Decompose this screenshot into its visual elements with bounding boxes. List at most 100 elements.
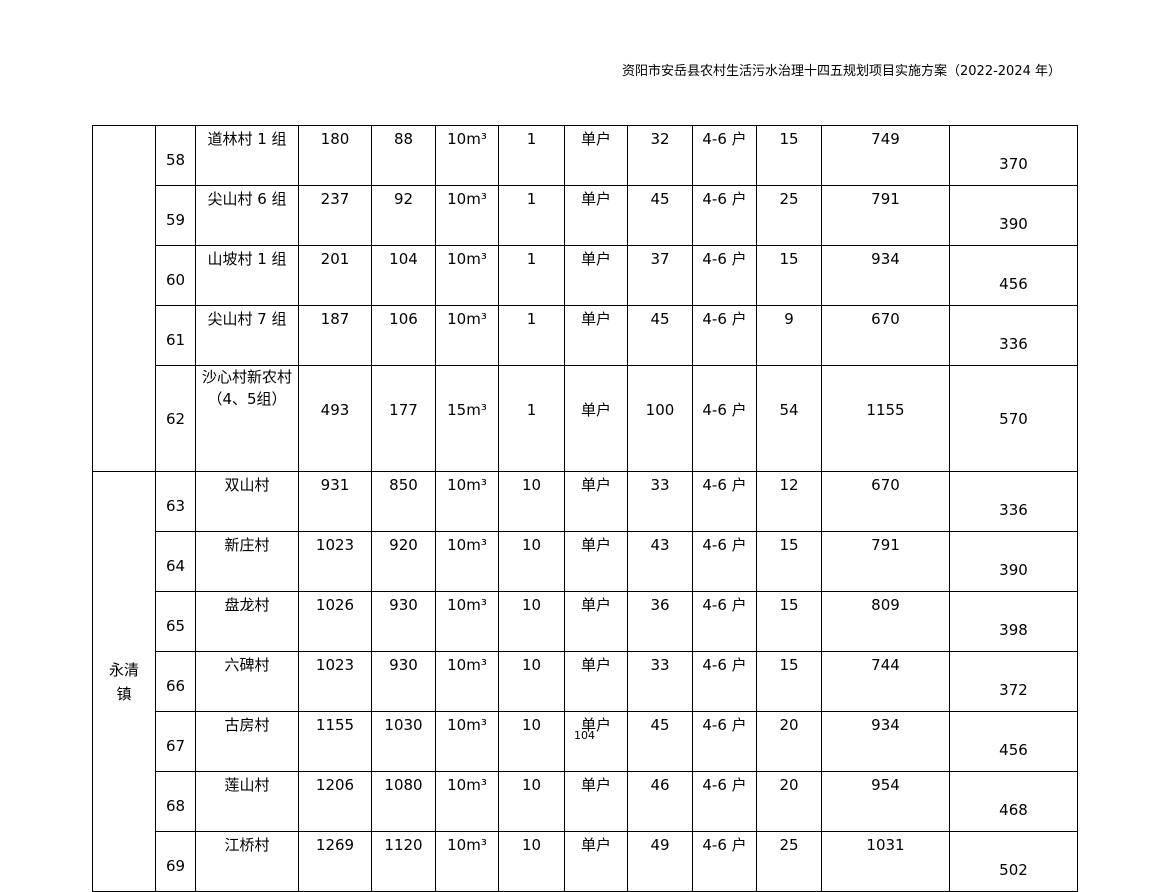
row-number: 66 [155,651,196,712]
col-a: 1023 [298,531,372,592]
capacity: 10m³ [435,771,499,832]
col-d: 15 [756,531,822,592]
col-e: 1155 [821,365,950,472]
quantity: 10 [498,531,565,592]
col-e: 1031 [821,831,950,892]
col-f: 372 [949,651,1078,712]
capacity: 15m³ [435,365,499,472]
col-c: 100 [627,365,693,472]
type: 单户 [564,185,628,246]
col-a: 1023 [298,651,372,712]
row-number: 65 [155,591,196,652]
col-c: 49 [627,831,693,892]
col-d: 25 [756,831,822,892]
village-name: 尖山村 7 组 [195,305,299,366]
row-number: 60 [155,245,196,306]
col-e: 954 [821,771,950,832]
col-b: 930 [371,591,436,652]
quantity: 10 [498,471,565,532]
row-number: 62 [155,365,196,472]
col-d: 20 [756,711,822,772]
scale: 4-6 户 [692,831,757,892]
scale: 4-6 户 [692,365,757,472]
quantity: 1 [498,125,565,186]
village-name: 沙心村新农村（4、5组） [195,365,299,472]
row-number: 63 [155,471,196,532]
col-b: 1030 [371,711,436,772]
col-f: 336 [949,305,1078,366]
col-f: 390 [949,185,1078,246]
col-b: 1080 [371,771,436,832]
col-c: 43 [627,531,693,592]
col-d: 15 [756,591,822,652]
col-c: 33 [627,651,693,712]
row-number: 61 [155,305,196,366]
type: 单户 [564,305,628,366]
document-header: 资阳市安岳县农村生活污水治理十四五规划项目实施方案（2022-2024 年） [622,64,1061,79]
col-f: 456 [949,245,1078,306]
table-row: 67 古房村 1155 1030 10m³ 10 单户 45 4-6 户 20 934 456 [93,711,1078,772]
col-e: 791 [821,185,950,246]
village-name: 古房村 [195,711,299,772]
type: 单户 [564,771,628,832]
col-f: 370 [949,125,1078,186]
table-row: 62 沙心村新农村（4、5组） 493 177 15m³ 1 单户 100 4-6 户 54 115… [93,365,1078,472]
col-a: 180 [298,125,372,186]
capacity: 10m³ [435,125,499,186]
capacity: 10m³ [435,471,499,532]
col-a: 1206 [298,771,372,832]
col-b: 920 [371,531,436,592]
village-name: 莲山村 [195,771,299,832]
project-table: 58 道林村 1 组 180 88 10m³ 1 单户 32 4-6 户 15 749 370 59 尖山… [92,125,1078,892]
col-d: 15 [756,245,822,306]
table-row: 66 六碑村 1023 930 10m³ 10 单户 33 4-6 户 15 744 372 [93,651,1078,712]
row-number: 64 [155,531,196,592]
quantity: 10 [498,651,565,712]
col-b: 92 [371,185,436,246]
col-e: 934 [821,245,950,306]
scale: 4-6 户 [692,651,757,712]
col-d: 54 [756,365,822,472]
col-c: 45 [627,185,693,246]
type: 单户 [564,711,628,772]
quantity: 1 [498,245,565,306]
col-a: 1269 [298,831,372,892]
capacity: 10m³ [435,185,499,246]
table-row: 69 江桥村 1269 1120 10m³ 10 单户 49 4-6 户 25 1031 502 [93,831,1078,892]
type: 单户 [564,245,628,306]
col-a: 493 [298,365,372,472]
col-b: 1120 [371,831,436,892]
col-d: 20 [756,771,822,832]
village-name: 新庄村 [195,531,299,592]
village-name: 盘龙村 [195,591,299,652]
row-number: 67 [155,711,196,772]
col-b: 106 [371,305,436,366]
type: 单户 [564,651,628,712]
scale: 4-6 户 [692,471,757,532]
table-row: 永清镇 63 双山村 931 850 10m³ 10 单户 33 4-6 户 12 670 336 [92,471,1078,892]
col-f: 336 [949,471,1078,532]
capacity: 10m³ [435,531,499,592]
col-a: 237 [298,185,372,246]
quantity: 10 [498,831,565,892]
col-f: 502 [949,831,1078,892]
col-d: 15 [756,125,822,186]
col-c: 45 [627,711,693,772]
col-f: 390 [949,531,1078,592]
village-name: 山坡村 1 组 [195,245,299,306]
quantity: 10 [498,771,565,832]
col-a: 187 [298,305,372,366]
type: 单户 [564,471,628,532]
col-e: 744 [821,651,950,712]
capacity: 10m³ [435,245,499,306]
col-b: 930 [371,651,436,712]
table-row: 61 尖山村 7 组 187 106 10m³ 1 单户 45 4-6 户 9 670 336 [93,305,1078,366]
capacity: 10m³ [435,305,499,366]
col-b: 850 [371,471,436,532]
col-b: 88 [371,125,436,186]
row-number: 59 [155,185,196,246]
type: 单户 [564,591,628,652]
col-b: 104 [371,245,436,306]
type: 单户 [564,531,628,592]
scale: 4-6 户 [692,531,757,592]
